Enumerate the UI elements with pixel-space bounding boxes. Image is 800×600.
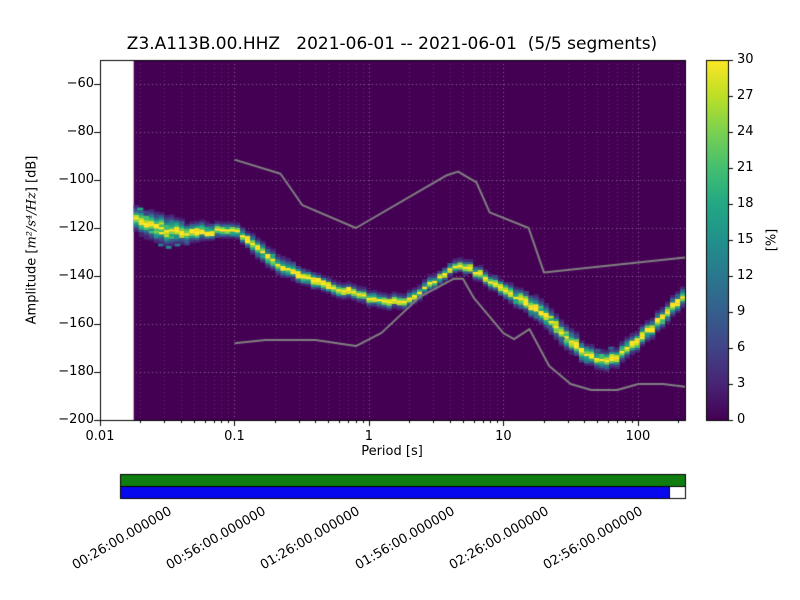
- x-tick-label: 0.1: [224, 429, 245, 444]
- colorbar-tick-label: 27: [737, 88, 754, 103]
- y-tick-label: −140: [58, 268, 94, 283]
- y-tick-label: −60: [66, 76, 94, 91]
- y-tick-label: −80: [66, 124, 94, 139]
- y-tick-label: −120: [58, 220, 94, 235]
- colorbar-tick-label: 21: [737, 160, 754, 175]
- colorbar-tick-label: 6: [737, 340, 746, 355]
- colorbar-tick-label: 15: [737, 232, 754, 247]
- y-tick-label: −200: [58, 412, 94, 427]
- plot-title: Z3.A113B.00.HHZ 2021-06-01 -- 2021-06-01…: [126, 34, 658, 54]
- x-axis-label: Period [s]: [361, 444, 423, 459]
- colorbar-tick-label: 3: [737, 376, 746, 391]
- colorbar-tick-label: 30: [737, 52, 754, 67]
- colorbar-tick-label: 24: [737, 124, 754, 139]
- x-tick-label: 100: [625, 429, 651, 444]
- y-tick-label: −160: [58, 316, 94, 331]
- x-tick-label: 10: [495, 429, 512, 444]
- y-tick-label: −100: [58, 172, 94, 187]
- colorbar-tick-label: 12: [737, 268, 754, 283]
- x-tick-label: 1: [364, 429, 374, 444]
- colorbar-tick-label: 9: [737, 304, 746, 319]
- y-axis-label-prefix: Amplitude [: [24, 248, 40, 325]
- colorbar-tick-label: 0: [737, 412, 746, 427]
- colorbar-tick-label: 18: [737, 196, 754, 211]
- y-tick-label: −180: [58, 364, 94, 379]
- x-tick-label: 0.01: [85, 429, 115, 444]
